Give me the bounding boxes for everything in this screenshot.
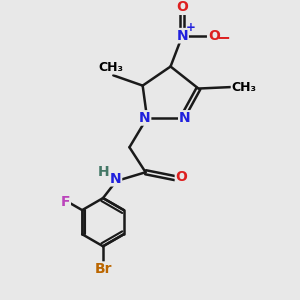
Text: +: + — [186, 21, 196, 34]
Text: N: N — [110, 172, 122, 186]
Text: CH₃: CH₃ — [98, 61, 123, 74]
Text: Br: Br — [94, 262, 112, 276]
Text: N: N — [179, 111, 190, 125]
Text: F: F — [61, 195, 70, 209]
Text: O: O — [176, 0, 188, 14]
Text: N: N — [176, 29, 188, 43]
Text: H: H — [98, 165, 110, 179]
Text: O: O — [176, 169, 188, 184]
Text: CH₃: CH₃ — [232, 81, 256, 94]
Text: −: − — [217, 28, 230, 46]
Text: N: N — [139, 111, 151, 125]
Text: O: O — [208, 29, 220, 43]
